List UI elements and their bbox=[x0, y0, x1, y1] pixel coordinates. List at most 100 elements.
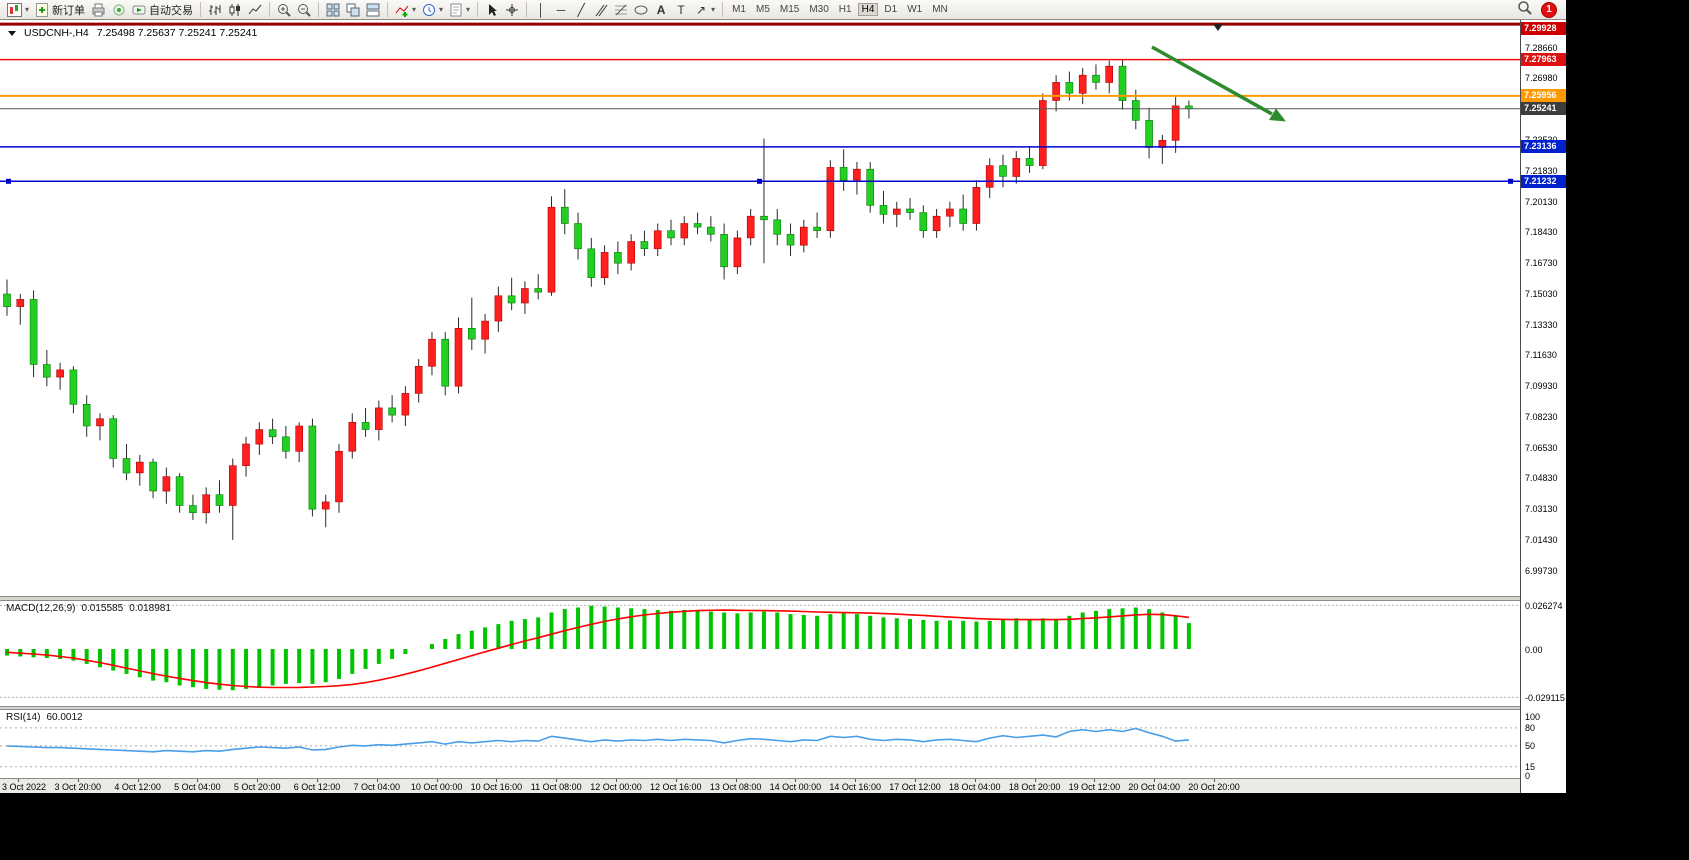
line-handle[interactable] bbox=[6, 178, 11, 184]
candle bbox=[69, 369, 78, 405]
candle bbox=[826, 167, 835, 231]
ohlc-values: 7.25498 7.25637 7.25241 7.25241 bbox=[96, 27, 258, 39]
rsi-indicator-chart[interactable] bbox=[0, 710, 1521, 778]
price-axis-label: 7.18430 bbox=[1525, 227, 1558, 238]
new-chart-button[interactable]: ▾ bbox=[4, 1, 32, 19]
trend-arrow[interactable] bbox=[1151, 45, 1273, 116]
candle bbox=[547, 206, 556, 293]
tile-windows-button[interactable] bbox=[323, 1, 343, 19]
arrange-windows-button[interactable] bbox=[363, 1, 383, 19]
timeframe-w1-button[interactable]: W1 bbox=[907, 4, 923, 15]
candlestick-chart[interactable] bbox=[0, 22, 1521, 596]
panel-separator[interactable] bbox=[0, 596, 1521, 601]
chevron-down-icon[interactable]: ▾ bbox=[412, 5, 417, 14]
arrows-tool-button[interactable]: ↗ ▾ bbox=[691, 1, 718, 19]
time-axis-tick bbox=[556, 779, 558, 782]
line-handle[interactable] bbox=[1508, 178, 1513, 184]
new-order-button[interactable]: 新订单 bbox=[32, 1, 88, 19]
candle bbox=[229, 465, 237, 506]
crosshair-tool-button[interactable] bbox=[502, 1, 522, 19]
candle bbox=[720, 234, 728, 268]
text-tool-icon: A bbox=[656, 2, 666, 17]
macd-indicator-chart[interactable] bbox=[0, 601, 1521, 706]
toolbar-separator bbox=[200, 2, 202, 17]
candle bbox=[640, 241, 649, 249]
rsi-value: 60.0012 bbox=[46, 712, 83, 723]
price-axis[interactable]: 7.28660 7.26980 7.23530 7.21830 7.20130 7.184… bbox=[1521, 20, 1566, 793]
trendline-icon: ╱ bbox=[577, 2, 585, 17]
candle bbox=[321, 501, 330, 510]
price-axis-label: 7.06530 bbox=[1525, 442, 1558, 453]
time-axis-tick bbox=[616, 779, 617, 782]
time-axis-tick bbox=[974, 779, 976, 782]
candle bbox=[906, 208, 914, 213]
timeframe-m5-button[interactable]: M5 bbox=[755, 4, 770, 15]
chevron-down-icon[interactable]: ▾ bbox=[439, 5, 444, 14]
timeframe-h4-button[interactable]: H4 bbox=[857, 3, 879, 16]
price-axis-border bbox=[1520, 20, 1521, 793]
timeframe-m1-button[interactable]: M1 bbox=[732, 4, 746, 15]
time-axis-tick bbox=[915, 779, 916, 782]
rsi-axis-label: 0 bbox=[1525, 771, 1531, 782]
timeframe-h1-button[interactable]: H1 bbox=[838, 4, 852, 15]
autotrading-button[interactable]: 自动交易 bbox=[129, 1, 196, 19]
time-axis[interactable]: 3 Oct 2022 3 Oct 20:00 4 Oct 12:00 5 Oct 04… bbox=[0, 778, 1521, 793]
periods-button[interactable]: ▾ bbox=[419, 1, 446, 19]
zoom-out-button[interactable] bbox=[294, 1, 314, 19]
candle bbox=[162, 476, 171, 492]
candle bbox=[441, 338, 450, 387]
indicators-button[interactable]: ▾ bbox=[392, 1, 419, 19]
price-axis-label: 7.26980 bbox=[1525, 72, 1558, 83]
vertical-line-tool-button[interactable]: │ bbox=[531, 1, 551, 19]
macd-name: MACD(12,26,9) bbox=[6, 603, 76, 614]
shapes-tool-button[interactable] bbox=[631, 1, 651, 19]
time-axis-tick bbox=[317, 779, 318, 782]
time-axis-tick bbox=[855, 779, 857, 782]
candle bbox=[1145, 120, 1153, 148]
time-axis-tick bbox=[18, 779, 19, 782]
chevron-down-icon[interactable]: ▾ bbox=[25, 5, 30, 14]
panel-separator[interactable] bbox=[0, 706, 1521, 710]
chart-shift-marker[interactable] bbox=[1213, 24, 1223, 31]
cursor-tool-button[interactable] bbox=[482, 1, 502, 19]
bar-chart-type-button[interactable] bbox=[205, 1, 225, 19]
trend-arrow-head bbox=[1269, 108, 1286, 122]
line-handle[interactable] bbox=[757, 178, 762, 184]
candle bbox=[879, 205, 888, 215]
price-axis-label: 7.21830 bbox=[1525, 165, 1558, 176]
fibonacci-tool-button[interactable] bbox=[611, 1, 631, 19]
candle bbox=[972, 187, 981, 224]
text-label-tool-button[interactable]: T bbox=[671, 1, 691, 19]
price-axis-label: 7.20130 bbox=[1525, 196, 1558, 207]
chevron-down-icon[interactable]: ▾ bbox=[466, 5, 471, 14]
trendline-tool-button[interactable]: ╱ bbox=[571, 1, 591, 19]
horizontal-line-tool-button[interactable]: ─ bbox=[551, 1, 571, 19]
toolbar-separator bbox=[269, 2, 271, 17]
print-button[interactable] bbox=[88, 1, 109, 19]
chevron-down-icon[interactable]: ▾ bbox=[711, 5, 716, 14]
timeframe-m30-button[interactable]: M30 bbox=[809, 4, 829, 15]
timeframe-d1-button[interactable]: D1 bbox=[884, 4, 898, 15]
candlestick-type-button[interactable] bbox=[225, 1, 245, 19]
channel-tool-button[interactable] bbox=[591, 1, 611, 19]
cascade-windows-button[interactable] bbox=[343, 1, 363, 19]
search-icon[interactable] bbox=[1517, 0, 1532, 20]
timeframe-mn-button[interactable]: MN bbox=[932, 4, 948, 15]
candle bbox=[29, 299, 38, 365]
templates-button[interactable]: ▾ bbox=[446, 1, 473, 19]
toolbar-separator bbox=[526, 2, 528, 17]
price-axis-label: 7.16730 bbox=[1525, 258, 1558, 269]
candle bbox=[733, 237, 742, 268]
zoom-in-button[interactable] bbox=[274, 1, 294, 19]
line-chart-type-button[interactable] bbox=[245, 1, 265, 19]
price-axis-label: 7.04830 bbox=[1525, 473, 1558, 484]
text-tool-button[interactable]: A bbox=[651, 1, 671, 19]
candle bbox=[892, 208, 901, 215]
notification-badge[interactable]: 1 bbox=[1542, 2, 1556, 17]
timeframe-m15-button[interactable]: M15 bbox=[779, 4, 800, 15]
candle bbox=[348, 421, 357, 452]
price-axis-label: 7.15030 bbox=[1525, 288, 1558, 299]
macd-axis-label: 0.026274 bbox=[1525, 600, 1563, 611]
chevron-down-icon[interactable] bbox=[8, 30, 16, 36]
broadcast-button[interactable] bbox=[109, 1, 129, 19]
